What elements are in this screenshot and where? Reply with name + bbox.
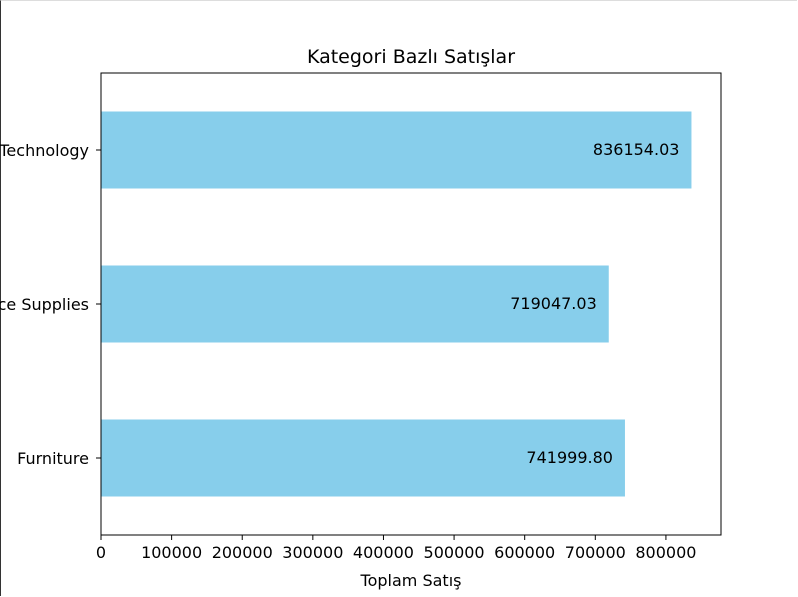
- bars-group: 741999.80 719047.03 836154.03: [101, 111, 692, 497]
- y-tick-label: Office Supplies: [0, 295, 89, 314]
- chart-title: Kategori Bazlı Satışlar: [307, 46, 515, 68]
- bar-furniture: [101, 419, 625, 497]
- x-tick-label: 200000: [212, 543, 273, 562]
- bar-office-supplies: [101, 265, 609, 343]
- x-tick-label: 500000: [424, 543, 485, 562]
- x-tick-label: 800000: [635, 543, 696, 562]
- x-tick-label: 400000: [353, 543, 414, 562]
- data-label: 719047.03: [510, 294, 597, 313]
- x-ticks: 0 100000 200000 300000 400000 500000 600000 700…: [96, 535, 696, 562]
- x-tick-label: 700000: [565, 543, 626, 562]
- x-tick-label: 300000: [282, 543, 343, 562]
- data-label: 836154.03: [593, 140, 680, 159]
- y-tick-label: Technology: [0, 141, 89, 160]
- x-tick-label: 100000: [141, 543, 202, 562]
- y-tick-label: Furniture: [17, 449, 89, 468]
- bar-technology: [101, 111, 692, 189]
- x-tick-label: 0: [96, 543, 106, 562]
- data-label: 741999.80: [526, 448, 613, 467]
- plot-area-frame: [100, 72, 722, 536]
- y-tick-labels: Furniture Office Supplies Technology: [0, 141, 101, 468]
- x-axis-label: Toplam Satış: [360, 571, 462, 590]
- x-tick-label: 600000: [494, 543, 555, 562]
